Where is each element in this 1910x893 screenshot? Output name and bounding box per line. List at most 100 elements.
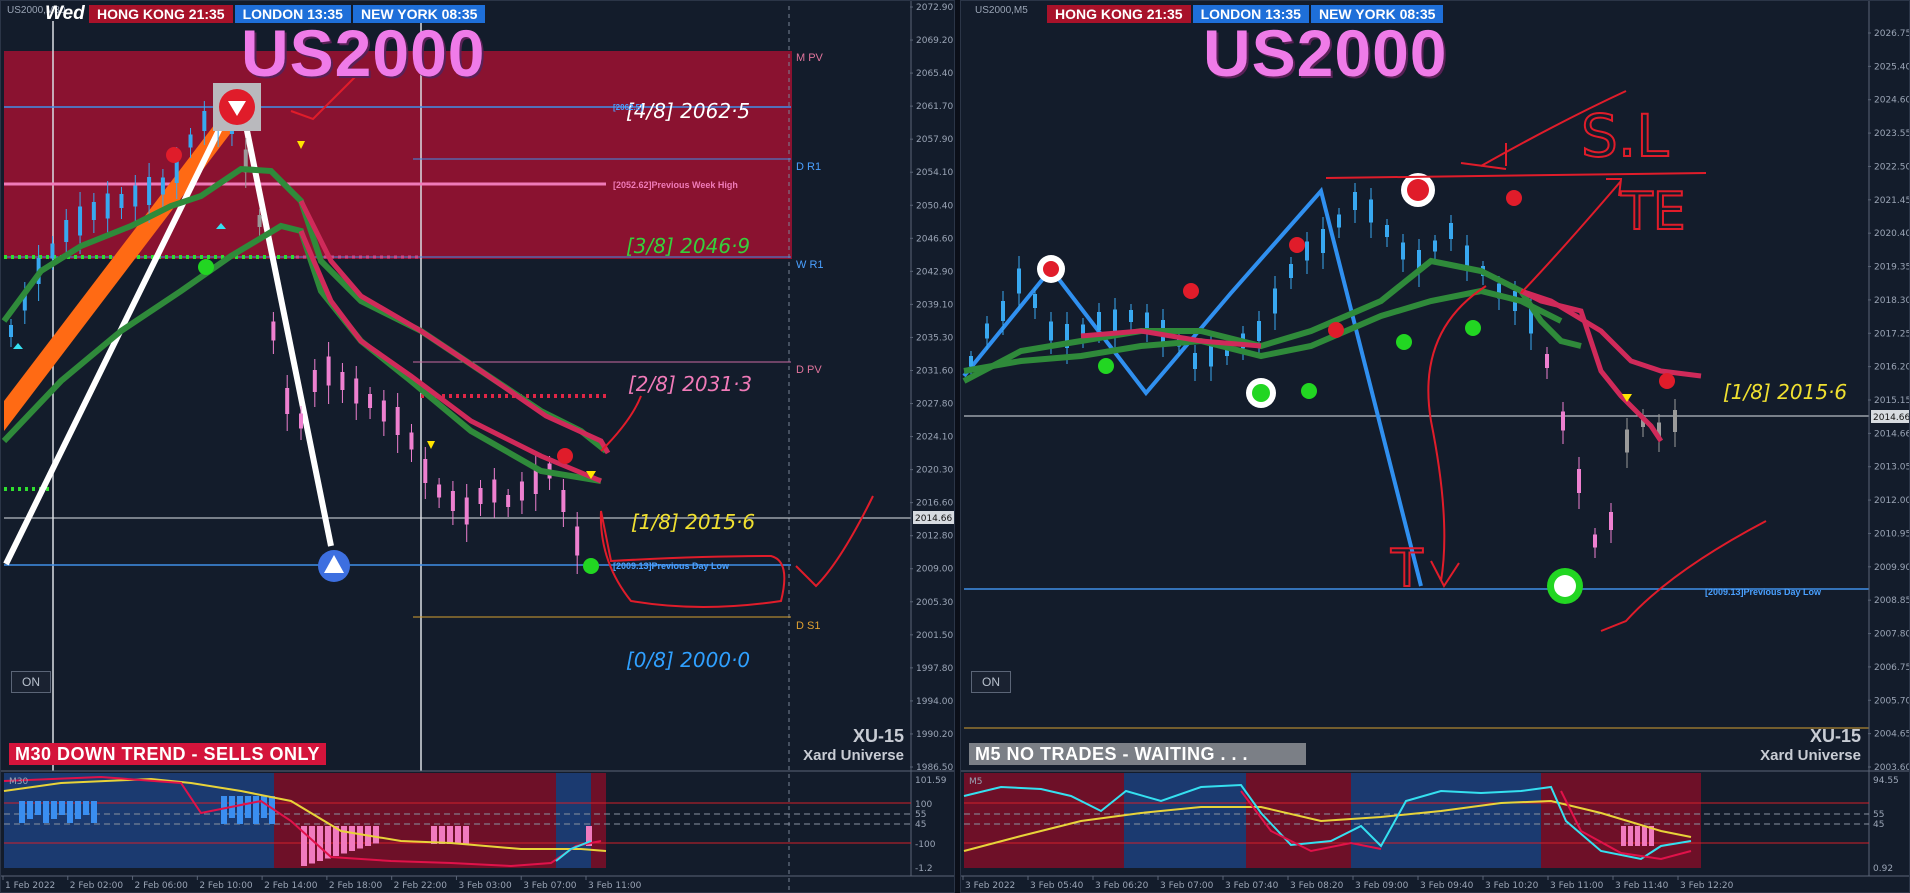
candle-body: [1017, 268, 1021, 294]
price-tick-label: 2050.40: [916, 201, 953, 211]
chart-window-m5[interactable]: S.L TE T [1/8] 2015·6 [2009.13]Previous …: [960, 0, 1910, 893]
candle-body: [1529, 308, 1533, 334]
histogram-bar: [27, 801, 33, 819]
time-tick-label: 3 Feb 11:00: [1550, 881, 1604, 891]
candle-body: [78, 206, 83, 236]
candle-body: [1433, 240, 1437, 252]
time-tick-label: 3 Feb 12:20: [1680, 881, 1734, 891]
clock-hong-kong: HONG KONG 21:35: [1047, 5, 1191, 23]
time-tick-label: 1 Feb 2022: [5, 881, 55, 891]
price-tick-label: 2065.40: [916, 69, 953, 79]
sub-oscillator-cyan: [963, 783, 1692, 861]
brand-block: XU-15 Xard Universe: [1760, 726, 1861, 764]
handwritten-arrow: [1427, 285, 1487, 588]
time-axis[interactable]: 1 Feb 2022 2 Feb 02:00 2 Feb 06:00 2 Feb 10…: [2, 876, 642, 891]
down-arrow-small-icon: [297, 141, 305, 149]
down-arrow-small-icon: [586, 471, 596, 479]
price-tick-label: 2009.00: [916, 565, 953, 575]
on-toggle-button[interactable]: ON: [11, 671, 51, 693]
murrey-3-8-label: [3/8] 2046·9: [626, 234, 750, 258]
histogram-bar: [1642, 826, 1647, 846]
candle-body: [312, 370, 317, 392]
murrey-4-8-label: [4/8] 2062·5: [626, 99, 750, 123]
candle-body: [1657, 422, 1661, 440]
buy-marker: [198, 259, 214, 275]
histogram-bar: [317, 826, 323, 861]
histogram-bar: [43, 801, 49, 823]
price-tick-label: 2020.40: [1874, 229, 1910, 239]
candle-body: [91, 202, 96, 220]
svg-text:94.55: 94.55: [1873, 776, 1899, 786]
time-tick-label: 2 Feb 22:00: [394, 881, 448, 891]
chart-window-m30[interactable]: [4/8] 2062·5 [2062.5] [2052.62]Previous …: [0, 0, 955, 893]
histogram-bar: [1635, 826, 1640, 846]
histogram-bar: [19, 801, 25, 823]
price-tick-label: 2020.30: [916, 466, 953, 476]
histogram-bar: [325, 826, 331, 859]
histogram-bar: [245, 796, 251, 818]
candle-body: [395, 407, 400, 435]
time-tick-label: 3 Feb 06:20: [1095, 881, 1149, 891]
time-tick-label: 2 Feb 18:00: [329, 881, 383, 891]
candle-body: [464, 497, 469, 525]
time-axis[interactable]: 3 Feb 2022 3 Feb 05:40 3 Feb 06:20 3 Feb 07…: [962, 876, 1734, 891]
sub-oscillator-cyan: [555, 840, 592, 862]
candle-body: [1449, 223, 1453, 239]
sub-label: M30: [9, 777, 28, 787]
time-tick-label: 3 Feb 07:40: [1225, 881, 1279, 891]
candle-body: [326, 356, 331, 386]
candle-body: [147, 177, 152, 205]
candle-body: [1305, 241, 1309, 261]
murrey-1-8-label: [1/8] 2015·6: [1723, 380, 1847, 404]
candle-body: [561, 490, 566, 512]
candle-body: [1033, 294, 1037, 308]
chart-canvas-m30[interactable]: [4/8] 2062·5 [2062.5] [2052.62]Previous …: [1, 1, 955, 893]
candle-body: [1353, 192, 1357, 210]
price-tick-label: 1986.50: [916, 763, 953, 773]
candle-body: [64, 220, 69, 242]
price-tick-label: 2003.60: [1874, 763, 1910, 773]
price-tick-label: 2006.75: [1874, 663, 1910, 673]
on-toggle-button[interactable]: ON: [971, 671, 1011, 693]
price-tick-label: 2004.65: [1874, 730, 1910, 740]
chart-canvas-m5[interactable]: S.L TE T [1/8] 2015·6 [2009.13]Previous …: [961, 1, 1910, 893]
clock-london: LONDON 13:35: [234, 5, 351, 23]
candle-body: [50, 243, 55, 259]
price-axis[interactable]: 2072.90 2069.20 2065.40 2061.70 2057.90 2054.…: [910, 3, 953, 773]
current-price-tag: [913, 511, 954, 524]
time-tick-label: 3 Feb 11:00: [588, 881, 642, 891]
candle-body: [1129, 310, 1133, 322]
price-tick-label: 2016.20: [1874, 363, 1910, 373]
candle-body: [450, 491, 455, 511]
price-tick-label: 2012.80: [916, 532, 953, 542]
trend-channel-orange: [4, 116, 236, 431]
candle-body: [22, 291, 27, 311]
time-tick-label: 3 Feb 07:00: [1160, 881, 1214, 891]
time-tick-label: 3 Feb 05:40: [1030, 881, 1084, 891]
price-tick-label: 2039.10: [916, 300, 953, 310]
candle-body: [1321, 229, 1325, 253]
price-axis[interactable]: 2026.75 2025.40 2024.60 2023.55 2022.50 2021.…: [1868, 29, 1910, 773]
histogram-bar: [59, 801, 65, 815]
price-tick-label: 2042.90: [916, 267, 953, 277]
histogram-bar: [221, 796, 227, 824]
candle-body: [368, 394, 373, 408]
time-tick-label: 3 Feb 2022: [965, 881, 1015, 891]
current-price-tag: [1871, 410, 1909, 423]
buy-marker: [583, 558, 599, 574]
handwritten-stroke: [795, 495, 874, 588]
candle-body: [354, 378, 359, 404]
candle-body: [1625, 429, 1629, 453]
candle-body: [285, 388, 290, 414]
candle-body: [243, 149, 248, 173]
histogram-bar: [431, 826, 437, 844]
sub-zone-red: [274, 773, 556, 868]
sub-zone-red: [591, 773, 606, 868]
candle-body: [1273, 288, 1277, 314]
sub-histogram: [1621, 826, 1654, 846]
candle-body: [1673, 410, 1677, 432]
candle-body: [533, 468, 538, 494]
candle-body: [1545, 354, 1549, 368]
sub-scale: 94.55 55 45 0.92: [1873, 776, 1899, 874]
price-tick-label: 2072.90: [916, 3, 953, 13]
